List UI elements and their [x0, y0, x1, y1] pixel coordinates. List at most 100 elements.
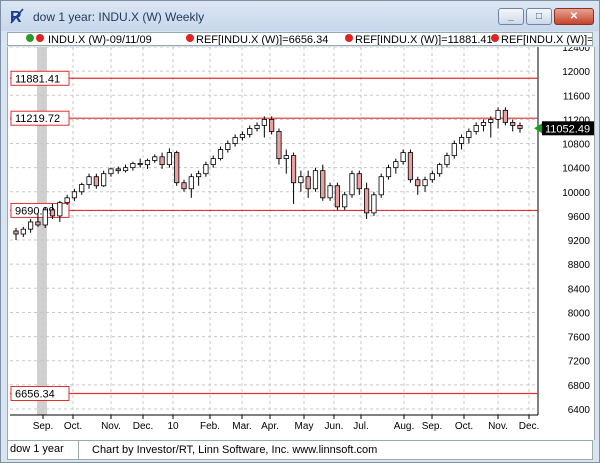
last-price-label: 11052.49	[545, 123, 590, 135]
candle-body	[122, 167, 129, 172]
ref-line-label: 6656.34	[15, 389, 55, 401]
candle-body	[42, 209, 48, 226]
x-tick-label: Sep.	[33, 421, 54, 432]
y-tick-label: 6800	[568, 381, 591, 392]
candle-body	[181, 182, 187, 190]
candle-body	[225, 143, 231, 150]
y-tick-label: 12400	[562, 47, 590, 54]
candle-body	[502, 109, 508, 123]
candle-body	[371, 194, 377, 214]
x-tick-label: Apr.	[261, 421, 279, 432]
candle-body	[144, 160, 151, 166]
ref-label-box	[10, 386, 70, 402]
x-tick-label: Feb.	[200, 421, 220, 432]
candle-body	[239, 134, 246, 138]
y-tick-label: 12000	[562, 67, 590, 78]
candle-body	[276, 131, 282, 160]
candle-body	[327, 185, 333, 199]
x-tick-label: Oct.	[64, 421, 82, 432]
window-title: dow 1 year: INDU.X (W) Weekly	[33, 10, 205, 24]
candle-body	[466, 131, 472, 138]
legend-dot-green-icon	[26, 34, 34, 42]
legend-ref1-label: REF[INDU.X (W)]=6656.34	[196, 34, 329, 46]
candle-body	[290, 155, 297, 184]
plot-area[interactable]: 12400 12000 11600 11200 10800 10400 10000 9600 9…	[7, 43, 595, 440]
candle-body	[400, 152, 406, 163]
x-tick-label: Dec.	[133, 421, 154, 432]
candle-body	[407, 152, 414, 181]
candle-body	[188, 176, 194, 190]
x-tick-label: Nov.	[101, 421, 121, 432]
candle-body	[137, 163, 143, 166]
candle-body	[349, 173, 355, 196]
y-tick-label: 10400	[562, 164, 590, 175]
x-tick-label: Oct.	[455, 421, 473, 432]
legend-dot-red-icon	[36, 34, 44, 42]
selection-band	[37, 47, 47, 415]
tab-dow-1-year[interactable]: dow 1 year	[10, 443, 64, 455]
x-tick-label: May	[295, 421, 314, 432]
y-tick-label: 8000	[568, 308, 591, 319]
candle-body	[495, 109, 501, 120]
candlestick-chart[interactable]: 12400 12000 11600 11200 10800 10400 10000 9600 9…	[8, 43, 594, 440]
candle-body	[217, 149, 224, 160]
last-price-box	[542, 121, 594, 136]
ref-line-label: 11219.72	[15, 113, 60, 125]
title-bar[interactable]: R dow 1 year: INDU.X (W) Weekly _ □ ✕	[1, 1, 599, 31]
legend-ref2-label: REF[INDU.X (W)]=11881.41	[355, 34, 493, 46]
maximize-button[interactable]: □	[526, 8, 552, 25]
candle-body	[385, 167, 392, 178]
candle-body	[437, 164, 443, 175]
candle-body	[429, 173, 435, 181]
y-tick-label: 6400	[568, 405, 591, 416]
candle-body	[378, 176, 384, 196]
x-tick-label: Jun.	[325, 421, 344, 432]
candle-body	[20, 228, 26, 235]
x-tick-label: Mar.	[232, 421, 251, 432]
y-tick-label: 8400	[568, 284, 591, 295]
candle-body	[86, 176, 92, 185]
candle-body	[174, 152, 180, 184]
candle-body	[232, 137, 238, 144]
y-tick-label: 11200	[563, 115, 591, 126]
y-tick-label: 7200	[568, 357, 591, 368]
ref-label-box	[10, 70, 70, 86]
candle-body	[196, 173, 202, 178]
candle-body	[57, 202, 63, 217]
legend-series-label: INDU.X (W)-09/11/09	[48, 34, 152, 46]
y-tick-label: 10000	[562, 188, 590, 199]
candle-body	[203, 164, 209, 175]
legend-ref3-dot-icon	[491, 34, 499, 42]
candle-body	[320, 170, 326, 199]
x-tick-label: Jul.	[353, 421, 369, 432]
x-tick-label: Aug.	[394, 421, 415, 432]
candle-body	[254, 125, 260, 129]
candle-body	[79, 184, 85, 193]
candle-body	[334, 185, 340, 208]
candle-body	[283, 155, 289, 160]
maximize-icon: □	[535, 11, 543, 22]
candle-body	[517, 125, 523, 129]
minimize-button[interactable]: _	[498, 8, 524, 25]
y-tick-label: 7600	[568, 333, 591, 344]
last-price-arrow-icon	[534, 123, 542, 134]
candle-body	[64, 197, 70, 204]
candle-body	[159, 156, 165, 166]
candle-body	[305, 176, 311, 190]
candle-body	[364, 188, 370, 214]
minimize-icon: _	[508, 11, 514, 22]
ref-line-label: 11881.41	[15, 73, 60, 85]
legend-ref2-dot-icon	[345, 34, 353, 42]
ref-line-label: 9690.99	[15, 205, 55, 217]
candle-body	[261, 118, 267, 126]
candle-body	[510, 122, 516, 126]
close-button[interactable]: ✕	[554, 8, 594, 25]
candle-body	[28, 221, 34, 230]
ref-label-box	[10, 110, 70, 126]
candle-body	[356, 173, 362, 190]
candle-body	[13, 230, 19, 235]
candle-body	[458, 137, 465, 144]
candle-body	[35, 221, 41, 226]
candle-body	[130, 163, 136, 169]
y-tick-label: 11600	[563, 91, 591, 102]
